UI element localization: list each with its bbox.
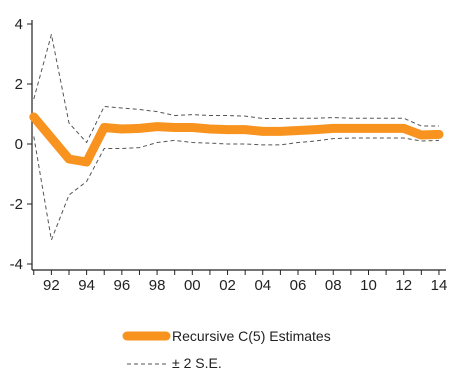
x-tick-label: 10 — [360, 277, 377, 294]
series-line-lower-se — [33, 136, 440, 241]
legend: Recursive C(5) Estimates ± 2 S.E. — [122, 328, 331, 369]
series-line-upper-se — [33, 34, 439, 143]
x-tick-label: 98 — [149, 277, 166, 294]
x-tick-label: 02 — [219, 277, 236, 294]
x-tick-label: 96 — [114, 277, 131, 294]
y-ticks: -4 -2 0 2 4 — [10, 16, 32, 273]
x-ticks: 92 94 96 98 00 02 04 06 08 10 12 14 — [33, 270, 448, 294]
y-tick-label: -4 — [10, 256, 23, 273]
series-layer — [29, 34, 444, 241]
y-tick-label: 2 — [15, 76, 23, 93]
axes — [31, 20, 446, 271]
x-tick-label: 14 — [431, 277, 448, 294]
legend-label-se: ± 2 S.E. — [172, 355, 222, 369]
x-tick-label: 12 — [395, 277, 412, 294]
x-tick-label: 94 — [78, 277, 95, 294]
legend-label-estimates: Recursive C(5) Estimates — [172, 328, 331, 344]
x-tick-label: 92 — [43, 277, 60, 294]
x-tick-label: 06 — [290, 277, 307, 294]
x-tick-label: 04 — [254, 277, 271, 294]
x-tick-label: 08 — [325, 277, 342, 294]
x-tick-label: 00 — [184, 277, 201, 294]
series-line-estimates — [29, 112, 444, 167]
y-tick-label: 4 — [15, 16, 23, 33]
y-tick-label: -2 — [10, 196, 23, 213]
y-tick-label: 0 — [15, 136, 23, 153]
